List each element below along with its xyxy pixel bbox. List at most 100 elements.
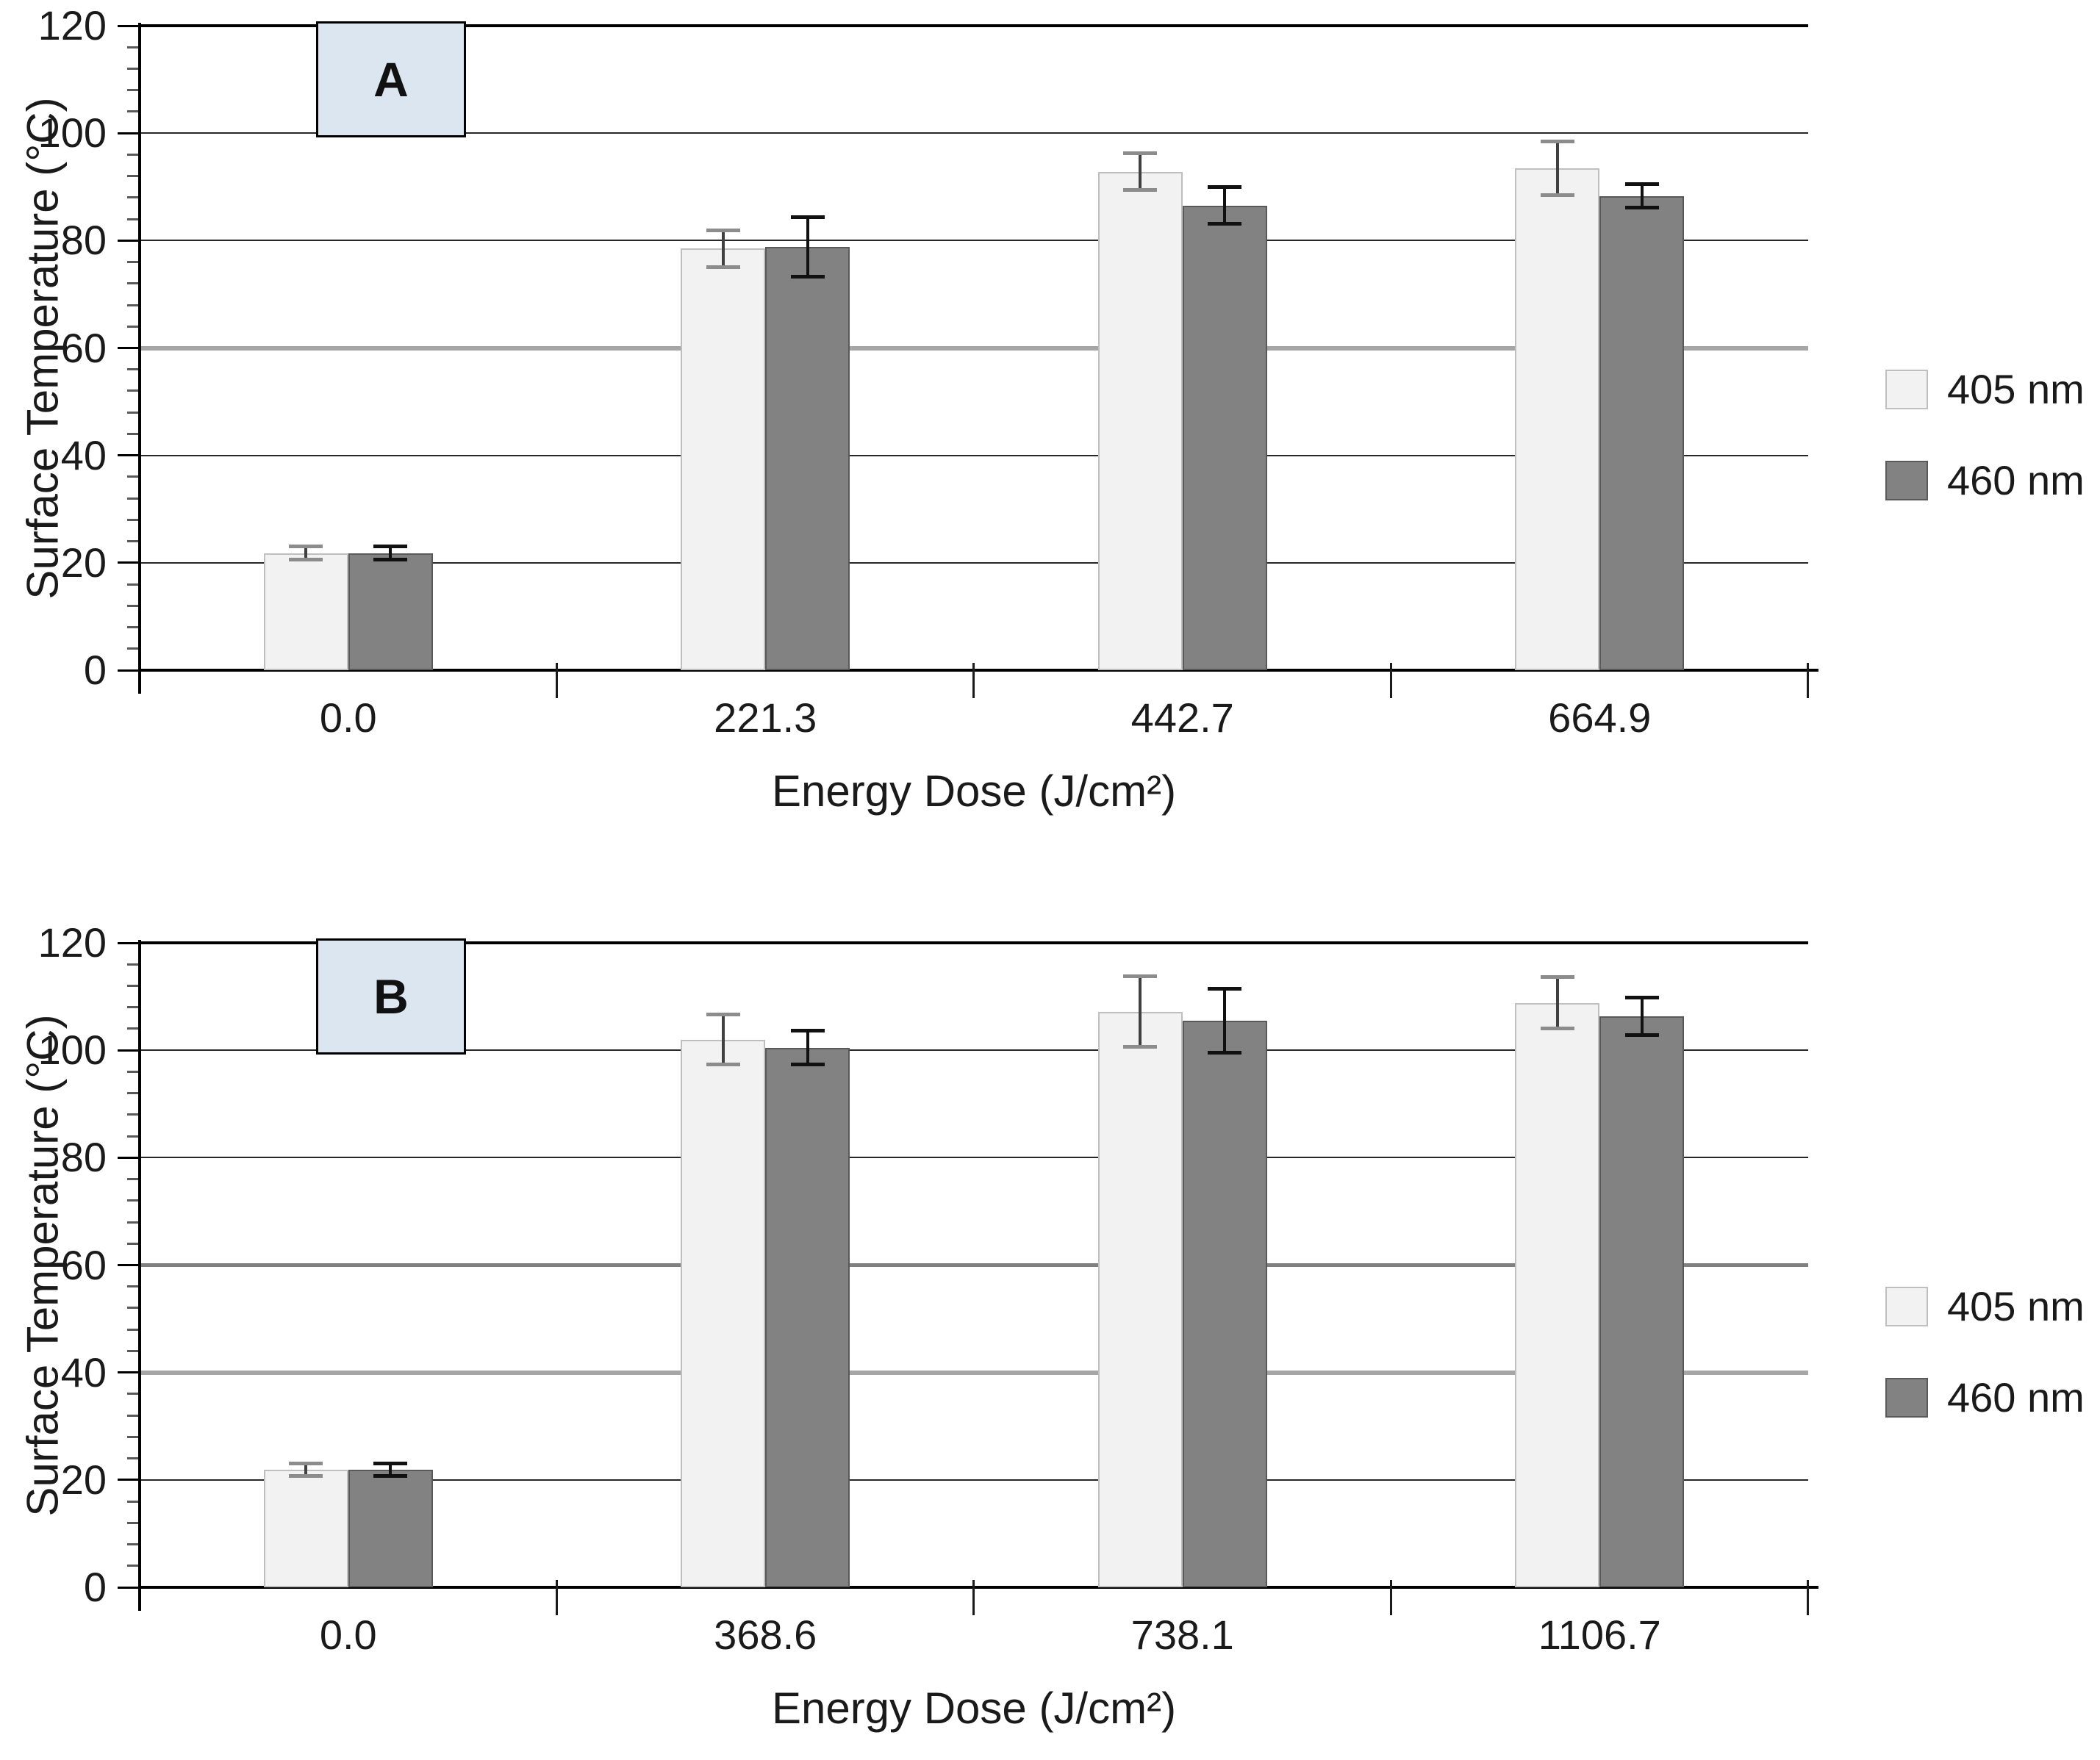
bar-460-nm-1106.7	[1599, 1016, 1685, 1587]
y-tick-label: 20	[60, 1456, 107, 1503]
gridline-120	[140, 24, 1808, 27]
bar-405-nm-442.7	[1097, 171, 1183, 670]
y-axis-line	[138, 940, 141, 1611]
y-minor-tick	[127, 1006, 140, 1009]
y-tick-label: 0	[83, 647, 107, 693]
gridline-80	[140, 240, 1808, 242]
y-minor-tick	[127, 984, 140, 987]
error-cap-top	[289, 545, 323, 549]
y-minor-tick	[127, 1199, 140, 1202]
y-tick-label: 40	[60, 1348, 107, 1396]
panel-letter: A	[373, 52, 409, 107]
y-minor-tick	[127, 518, 140, 521]
y-minor-tick	[127, 604, 140, 607]
y-minor-tick	[127, 218, 140, 220]
y-minor-tick	[127, 1543, 140, 1546]
plot-area: B 0.0 368.6 738.1 1106.7 Energy Dose (J/cm²) 0…	[18, 919, 2085, 1733]
error-cap-bottom	[1540, 193, 1574, 197]
panel-label-box: A	[316, 21, 466, 137]
error-bar	[806, 217, 809, 277]
y-major-tick	[118, 561, 140, 564]
gridline-100	[140, 132, 1808, 134]
y-minor-tick	[127, 1414, 140, 1417]
y-minor-tick	[127, 46, 140, 49]
plot-area: A 0.0 221.3 442.7 664.9 Energy Dose (J/cm²) 0 2…	[18, 2, 2085, 816]
error-bar	[1139, 153, 1142, 190]
gridline-60	[140, 1263, 1808, 1267]
y-minor-tick	[127, 1242, 140, 1245]
bar-460-nm-368.6	[765, 1047, 850, 1587]
error-cap-top	[1123, 151, 1158, 156]
bar-460-nm-442.7	[1182, 205, 1267, 670]
y-major-tick	[118, 1156, 140, 1159]
error-cap-top	[706, 228, 740, 232]
y-tick-label: 120	[37, 919, 107, 966]
x-tick-label: 738.1	[1130, 1612, 1234, 1658]
y-major-tick	[118, 941, 140, 944]
gridline-120	[140, 941, 1808, 944]
x-tick-label: 0.0	[319, 694, 377, 741]
y-major-tick	[118, 1371, 140, 1374]
legend-label: 460 nm	[1947, 1374, 2085, 1420]
y-minor-tick	[127, 325, 140, 328]
y-minor-tick	[127, 1500, 140, 1503]
y-minor-tick	[127, 196, 140, 199]
x-tick-label: 1106.7	[1538, 1612, 1661, 1658]
y-minor-tick	[127, 1307, 140, 1310]
error-cap-bottom	[790, 1062, 825, 1066]
error-cap-top	[1123, 974, 1158, 978]
y-minor-tick	[127, 110, 140, 113]
gridline-40	[140, 454, 1808, 456]
y-major-tick	[118, 1479, 140, 1481]
chart-panel-b: B 0.0 368.6 738.1 1106.7 Energy Dose (J/cm²) 0…	[0, 917, 2100, 1760]
y-minor-tick	[127, 175, 140, 178]
y-minor-tick	[127, 89, 140, 92]
y-minor-tick	[127, 1178, 140, 1181]
gridline-100	[140, 1049, 1808, 1052]
error-cap-top	[373, 1461, 408, 1465]
y-minor-tick	[127, 303, 140, 306]
gridline-80	[140, 1157, 1808, 1159]
error-bar	[304, 1463, 308, 1476]
x-axis-title: Energy Dose (J/cm²)	[771, 766, 1177, 816]
x-boundary-tick	[972, 663, 975, 698]
error-bar	[389, 1463, 393, 1476]
error-bar	[304, 546, 308, 560]
error-cap-bottom	[706, 265, 740, 269]
error-cap-bottom	[1208, 1051, 1242, 1055]
y-tick-label: 20	[60, 539, 107, 586]
y-minor-tick	[127, 1221, 140, 1224]
y-major-tick	[118, 347, 140, 349]
legend-label: 405 nm	[1947, 366, 2085, 412]
y-minor-tick	[127, 1092, 140, 1095]
y-minor-tick	[127, 411, 140, 414]
legend-swatch-icon	[1885, 1286, 1928, 1326]
y-minor-tick	[127, 1113, 140, 1116]
bar-460-nm-738.1	[1182, 1020, 1267, 1587]
chart-panel-a: A 0.0 221.3 442.7 664.9 Energy Dose (J/cm²) 0 2…	[0, 0, 2100, 867]
error-bar	[721, 230, 725, 267]
error-bar	[1223, 988, 1227, 1053]
y-minor-tick	[127, 1457, 140, 1460]
y-minor-tick	[127, 67, 140, 70]
error-cap-bottom	[706, 1062, 740, 1066]
legend-swatch-icon	[1885, 460, 1928, 500]
x-axis-title: Energy Dose (J/cm²)	[771, 1684, 1177, 1733]
y-minor-tick	[127, 432, 140, 435]
y-tick-label: 120	[37, 2, 107, 49]
error-cap-top	[1208, 185, 1242, 190]
bar-405-nm-1106.7	[1515, 1002, 1600, 1587]
x-tick-label: 368.6	[714, 1612, 817, 1658]
y-axis-title: Surface Temperature (°C)	[18, 96, 68, 600]
y-major-tick	[118, 1264, 140, 1266]
x-boundary-tick	[1389, 663, 1392, 698]
legend-label: 460 nm	[1947, 457, 2085, 503]
x-axis-line	[138, 1586, 1818, 1589]
x-boundary-tick	[1807, 663, 1809, 698]
y-minor-tick	[127, 647, 140, 650]
bar-405-nm-738.1	[1097, 1011, 1183, 1587]
y-minor-tick	[127, 1027, 140, 1030]
error-cap-top	[1624, 996, 1659, 1000]
error-cap-bottom	[1624, 206, 1659, 210]
error-cap-bottom	[289, 557, 323, 561]
